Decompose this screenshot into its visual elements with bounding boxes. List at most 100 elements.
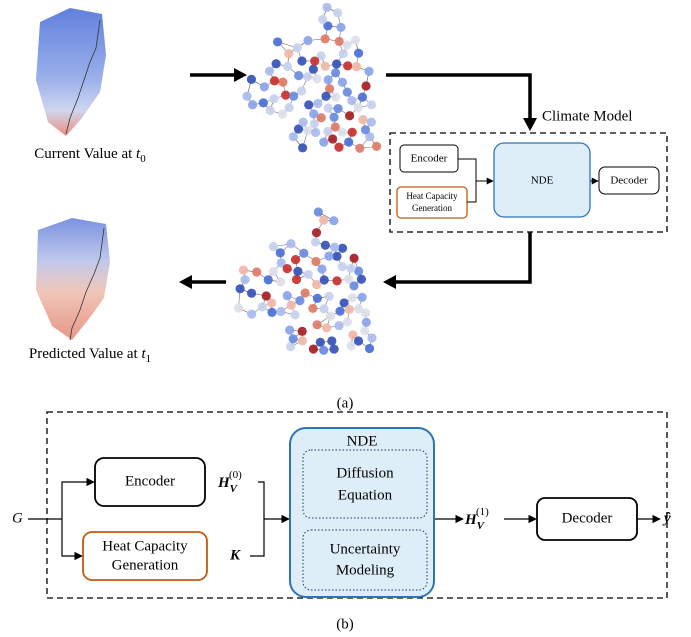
graph-node (287, 301, 296, 310)
graph-node (334, 104, 343, 113)
graph-node (303, 72, 312, 81)
graph-node (349, 254, 358, 263)
graph-node (309, 344, 318, 353)
graph-node (312, 228, 321, 237)
graph-node (343, 88, 352, 97)
graph-node (285, 325, 294, 334)
graph-node (309, 109, 318, 118)
graph-node (330, 243, 339, 252)
graph-node (301, 288, 310, 297)
graph-node (344, 138, 353, 147)
graph-node (303, 126, 312, 135)
graph-node (313, 99, 322, 108)
graph-node (259, 98, 268, 107)
arrow-to-graph (190, 68, 247, 82)
graph-node (290, 310, 299, 319)
graph-node (298, 336, 307, 345)
graph-node (286, 239, 295, 248)
graph-node (354, 336, 363, 345)
graph-node (278, 109, 287, 118)
graph-node (324, 104, 333, 113)
graph-node (321, 62, 330, 71)
graph-node (265, 67, 274, 76)
graph-node (264, 275, 273, 284)
heat-label: Generation (412, 203, 452, 213)
graph-node (289, 91, 298, 100)
decoder-label: Decoder (562, 510, 613, 526)
nde-label: NDE (531, 175, 554, 187)
graph-node (297, 86, 306, 95)
graph-node (289, 334, 298, 343)
graph-node (304, 100, 313, 109)
map-current (36, 8, 106, 136)
graph-node (286, 342, 295, 351)
graph-node (299, 118, 308, 127)
graph-node (310, 57, 319, 66)
graph-node (247, 75, 256, 84)
graph-node (367, 100, 376, 109)
uncertainty-label: Uncertainty (330, 541, 401, 557)
graph-node (304, 270, 313, 279)
graph-node (338, 78, 347, 87)
graph-node (324, 252, 333, 261)
graph-node (312, 74, 321, 83)
graph-node (269, 242, 278, 251)
graph-node (260, 82, 269, 91)
graph-node (239, 265, 248, 274)
graph-node (319, 304, 328, 313)
graph-node (333, 8, 342, 17)
graph-node (283, 291, 292, 300)
graph-node (298, 143, 307, 152)
graph-node (332, 59, 341, 68)
graph-node (319, 346, 328, 355)
graph-node (332, 252, 341, 261)
graph-node (354, 49, 363, 58)
graph-node (276, 248, 285, 257)
figure: Current Value at t0 Climate Model Encode… (0, 0, 691, 637)
graph-node (343, 317, 352, 326)
k-label: K (229, 547, 241, 563)
graph-node (334, 321, 343, 330)
graph-node (272, 59, 281, 68)
graph-node (367, 117, 376, 126)
graph-node (355, 144, 364, 153)
graph-node (335, 37, 344, 46)
graph-node (294, 71, 303, 80)
graph-node (354, 103, 363, 112)
graph-node (270, 76, 279, 85)
graph-node (240, 275, 249, 284)
graph-node (357, 275, 366, 284)
graph-node (283, 264, 292, 273)
graph-node (310, 119, 319, 128)
nde-label: NDE (347, 433, 378, 449)
graph-node (372, 142, 381, 151)
graph-node (276, 277, 285, 286)
h0-label: HV(0) (217, 469, 242, 495)
graph-node (318, 15, 327, 24)
model-title: Climate Model (542, 108, 632, 124)
heat-label: Heat Capacity (102, 538, 188, 554)
panel-label: (b) (336, 616, 354, 632)
graph-node (322, 3, 331, 12)
graph-node (327, 336, 336, 345)
graph-node (293, 43, 302, 52)
encoder-label: Encoder (125, 473, 175, 489)
graph-node (358, 115, 367, 124)
graph-node (295, 296, 304, 305)
graph-node (319, 216, 328, 225)
graph-node (351, 35, 360, 44)
graph-node (367, 333, 376, 342)
graph-node (252, 267, 261, 276)
graph-node (324, 292, 333, 301)
graph-node (361, 125, 370, 134)
graph-node (269, 94, 278, 103)
graph-node (364, 67, 373, 76)
current-caption: Current Value at t0 (34, 146, 146, 164)
graph-node (276, 307, 285, 316)
graph-node (354, 304, 363, 313)
graph-node (331, 122, 340, 131)
graph-node (313, 294, 322, 303)
graph-node (329, 344, 338, 353)
graph-node (360, 326, 369, 335)
graph-node (324, 75, 333, 84)
